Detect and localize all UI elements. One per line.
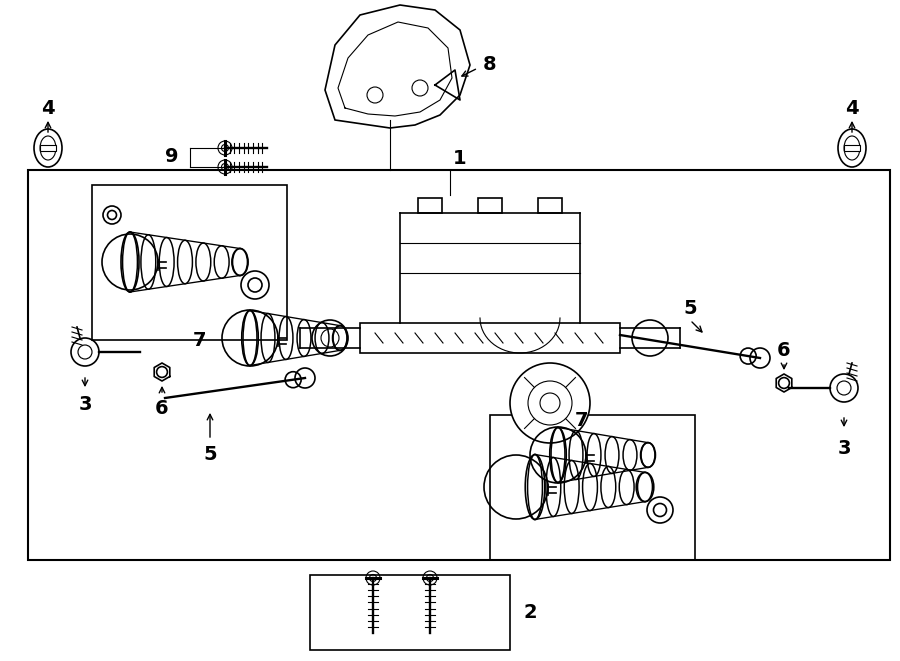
Polygon shape: [325, 5, 470, 128]
Ellipse shape: [838, 129, 866, 167]
Bar: [478, 198, 502, 213]
Bar: [844, 145, 860, 151]
Text: 5: 5: [683, 299, 697, 317]
Text: 7: 7: [194, 330, 207, 350]
Circle shape: [632, 320, 668, 356]
Bar: [490, 415, 695, 560]
Text: 3: 3: [837, 438, 850, 457]
Text: 9: 9: [165, 147, 178, 167]
Bar: [360, 323, 620, 353]
Bar: [310, 575, 510, 650]
Text: 1: 1: [454, 149, 467, 167]
Text: 6: 6: [155, 399, 169, 418]
Text: 3: 3: [78, 395, 92, 414]
Text: 5: 5: [203, 446, 217, 465]
Text: 4: 4: [845, 98, 859, 118]
Bar: [28, 170, 890, 560]
Ellipse shape: [34, 129, 62, 167]
Bar: [92, 185, 287, 340]
Circle shape: [312, 320, 348, 356]
Text: 2: 2: [523, 603, 536, 623]
Bar: [418, 198, 442, 213]
Bar: [40, 145, 56, 151]
Circle shape: [510, 363, 590, 443]
Text: 8: 8: [483, 56, 497, 75]
Text: 4: 4: [41, 98, 55, 118]
Text: 7: 7: [575, 412, 589, 430]
Bar: [538, 198, 562, 213]
Text: 6: 6: [778, 340, 791, 360]
